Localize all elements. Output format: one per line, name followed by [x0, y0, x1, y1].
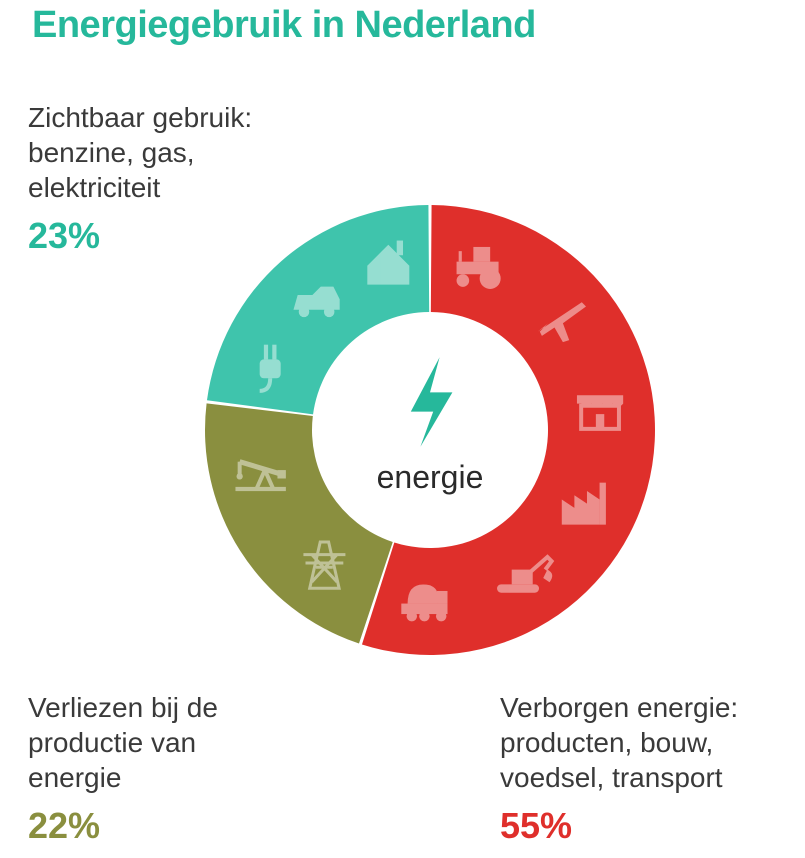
segment-label-hidden: Verborgen energie: producten, bouw, voed…: [500, 690, 738, 848]
segment-label-hidden-line3: voedsel, transport: [500, 762, 723, 793]
segment-label-visible-line2: benzine, gas,: [28, 137, 195, 168]
segment-label-losses: Verliezen bij de productie van energie 2…: [28, 690, 218, 848]
segment-label-visible-line3: elektriciteit: [28, 172, 160, 203]
donut-center-label: energie: [377, 459, 484, 495]
segment-label-losses-line1: Verliezen bij de: [28, 692, 218, 723]
segment-label-losses-line3: energie: [28, 762, 121, 793]
page-title: Energiegebruik in Nederland: [32, 4, 536, 47]
segment-pct-losses: 22%: [28, 803, 218, 848]
page-root: Energiegebruik in Nederland Zichtbaar ge…: [0, 0, 805, 858]
segment-label-visible-line1: Zichtbaar gebruik:: [28, 102, 252, 133]
segment-pct-hidden: 55%: [500, 803, 738, 848]
donut-chart: energie: [185, 185, 675, 675]
segment-label-hidden-line1: Verborgen energie:: [500, 692, 738, 723]
segment-label-losses-line2: productie van: [28, 727, 196, 758]
segment-label-hidden-line2: producten, bouw,: [500, 727, 713, 758]
